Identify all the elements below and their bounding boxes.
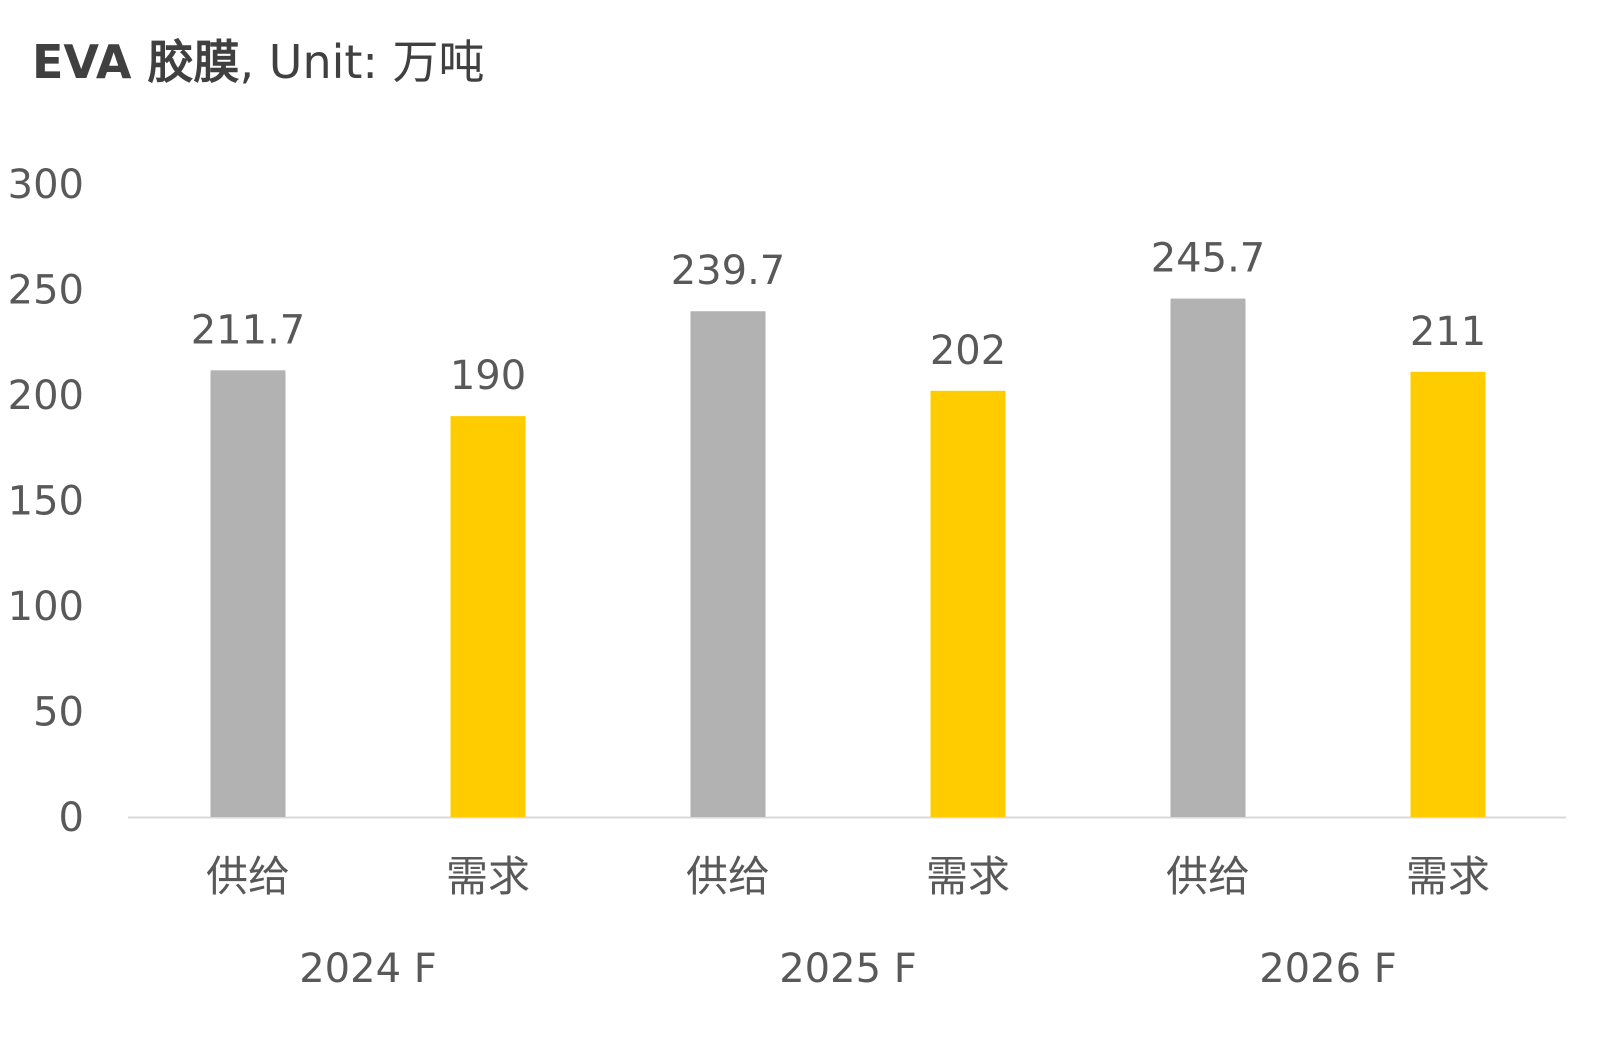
y-tick-label: 100 bbox=[8, 584, 84, 630]
category-label-5: 供给 bbox=[1166, 852, 1250, 901]
y-tick-label: 300 bbox=[8, 162, 84, 208]
data-label-1: 211.7 bbox=[191, 307, 306, 353]
y-tick-label: 250 bbox=[8, 268, 84, 314]
y-tick-label: 150 bbox=[8, 479, 84, 525]
data-label-6: 211 bbox=[1410, 309, 1486, 355]
category-label-4: 需求 bbox=[926, 852, 1010, 901]
category-label-1: 供给 bbox=[206, 852, 290, 901]
y-tick-label: 0 bbox=[59, 795, 84, 841]
bar-3 bbox=[690, 311, 766, 817]
chart-title-main: EVA 胶膜 bbox=[32, 35, 240, 89]
bar-6 bbox=[1410, 371, 1486, 817]
data-labels: 211.7 190 239.7 202 245.7 211 bbox=[191, 236, 1486, 400]
group-label-3: 2026 F bbox=[1259, 946, 1397, 992]
group-label-1: 2024 F bbox=[299, 946, 437, 992]
category-label-6: 需求 bbox=[1406, 852, 1490, 901]
y-axis: 0 50 100 150 200 250 300 bbox=[8, 162, 84, 841]
chart-title-unit: , Unit: 万吨 bbox=[239, 35, 485, 89]
bar-5 bbox=[1170, 298, 1246, 817]
data-label-4: 202 bbox=[930, 328, 1006, 374]
chart-title: EVA 胶膜, Unit: 万吨 bbox=[32, 26, 485, 92]
bar-2 bbox=[450, 416, 526, 817]
data-label-3: 239.7 bbox=[671, 248, 786, 294]
y-tick-label: 50 bbox=[33, 690, 84, 736]
group-label-2: 2025 F bbox=[779, 946, 917, 992]
bar-4 bbox=[930, 390, 1006, 817]
category-label-3: 供给 bbox=[686, 852, 770, 901]
data-label-5: 245.7 bbox=[1151, 236, 1266, 282]
bars bbox=[210, 298, 1486, 817]
category-labels: 供给 需求 供给 需求 供给 需求 bbox=[206, 852, 1490, 901]
group-labels: 2024 F 2025 F 2026 F bbox=[299, 946, 1397, 992]
bar-1 bbox=[210, 370, 286, 817]
y-tick-label: 200 bbox=[8, 373, 84, 419]
category-label-2: 需求 bbox=[446, 852, 530, 901]
data-label-2: 190 bbox=[450, 353, 526, 399]
